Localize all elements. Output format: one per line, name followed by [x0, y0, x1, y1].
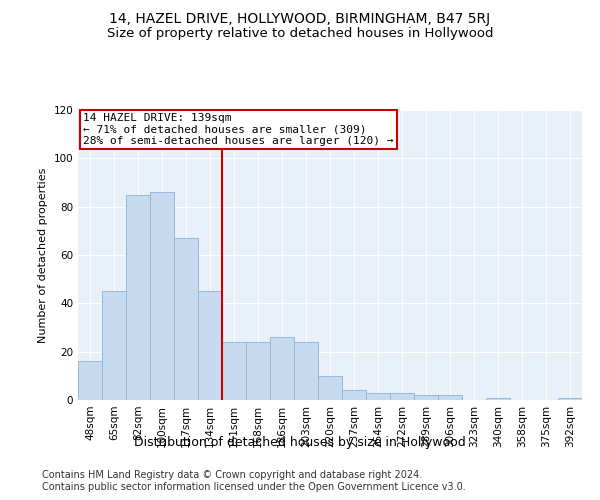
Bar	[246, 342, 270, 400]
Text: 14 HAZEL DRIVE: 139sqm
← 71% of detached houses are smaller (309)
28% of semi-de: 14 HAZEL DRIVE: 139sqm ← 71% of detached…	[83, 113, 394, 146]
Bar	[78, 362, 102, 400]
Bar	[390, 393, 414, 400]
Text: Contains HM Land Registry data © Crown copyright and database right 2024.: Contains HM Land Registry data © Crown c…	[42, 470, 422, 480]
Bar	[150, 192, 174, 400]
Y-axis label: Number of detached properties: Number of detached properties	[38, 168, 48, 342]
Bar	[558, 398, 582, 400]
Bar	[414, 395, 438, 400]
Bar	[270, 337, 294, 400]
Bar	[294, 342, 318, 400]
Bar	[342, 390, 366, 400]
Text: Distribution of detached houses by size in Hollywood: Distribution of detached houses by size …	[134, 436, 466, 449]
Bar	[486, 398, 510, 400]
Text: Size of property relative to detached houses in Hollywood: Size of property relative to detached ho…	[107, 28, 493, 40]
Text: Contains public sector information licensed under the Open Government Licence v3: Contains public sector information licen…	[42, 482, 466, 492]
Bar	[198, 291, 222, 400]
Bar	[318, 376, 342, 400]
Bar	[102, 291, 126, 400]
Bar	[438, 395, 462, 400]
Bar	[366, 393, 390, 400]
Bar	[126, 194, 150, 400]
Text: 14, HAZEL DRIVE, HOLLYWOOD, BIRMINGHAM, B47 5RJ: 14, HAZEL DRIVE, HOLLYWOOD, BIRMINGHAM, …	[109, 12, 491, 26]
Bar	[222, 342, 246, 400]
Bar	[174, 238, 198, 400]
